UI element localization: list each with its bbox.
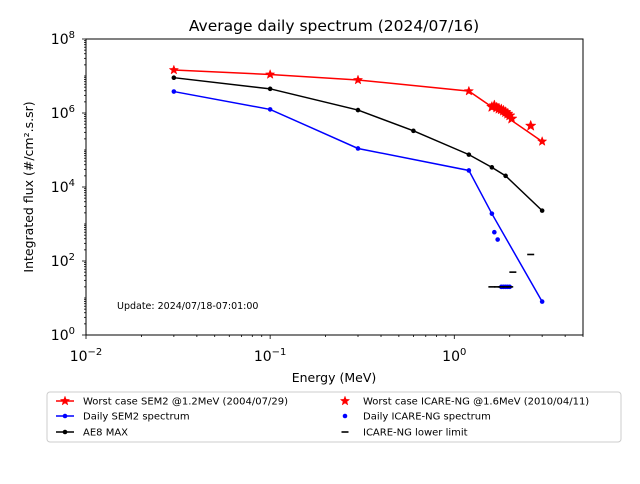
plot-area bbox=[85, 38, 584, 336]
series-layer bbox=[168, 64, 548, 304]
data-point bbox=[505, 112, 518, 124]
x-tick-label: 100 bbox=[442, 347, 466, 365]
legend-marker bbox=[342, 413, 348, 419]
data-point bbox=[492, 229, 497, 235]
chart-title: Average daily spectrum (2024/07/16) bbox=[189, 17, 479, 35]
x-axis-label: Energy (MeV) bbox=[292, 370, 377, 385]
data-point bbox=[355, 146, 361, 151]
series-line bbox=[173, 76, 543, 212]
data-point bbox=[168, 64, 180, 75]
update-annotation: Update: 2024/07/18-07:01:00 bbox=[117, 301, 258, 312]
data-point bbox=[539, 208, 545, 213]
legend: Worst case SEM2 @1.2MeV (2004/07/29) Dail… bbox=[46, 391, 622, 443]
x-tick-label: 10−1 bbox=[254, 347, 287, 365]
y-tick-label: 102 bbox=[51, 252, 75, 270]
data-point bbox=[489, 211, 495, 216]
legend-label: Worst case SEM2 @1.2MeV (2004/07/29) bbox=[83, 397, 288, 408]
plot-frame bbox=[85, 38, 584, 336]
y-axis-label: Integrated flux (#/cm².s.sr) bbox=[21, 101, 36, 272]
x-axis: 10−2 10−1 100 bbox=[70, 335, 584, 365]
data-point bbox=[411, 128, 416, 134]
series-4 bbox=[492, 229, 513, 290]
data-point bbox=[489, 165, 495, 170]
legend-marker bbox=[62, 413, 68, 419]
series-1 bbox=[171, 89, 545, 304]
data-point bbox=[267, 86, 273, 92]
data-point bbox=[524, 119, 537, 131]
data-point bbox=[264, 68, 276, 79]
data-point bbox=[267, 107, 273, 112]
data-point bbox=[536, 135, 548, 146]
legend-entry-2: AE8 MAX bbox=[56, 428, 128, 439]
data-point bbox=[171, 75, 177, 80]
legend-entry-5: ICARE-NG lower limit bbox=[341, 428, 468, 439]
y-tick-label: 104 bbox=[51, 178, 75, 196]
y-axis: 100 102 104 106 108 bbox=[51, 30, 86, 344]
legend-entry-4: Daily ICARE-NG spectrum bbox=[342, 412, 491, 423]
data-point bbox=[539, 299, 545, 304]
legend-label: ICARE-NG lower limit bbox=[363, 428, 468, 439]
y-tick-label: 108 bbox=[51, 30, 75, 48]
data-point bbox=[495, 237, 500, 242]
series-3 bbox=[485, 99, 537, 131]
legend-marker bbox=[62, 429, 68, 435]
series-2 bbox=[171, 75, 545, 213]
data-point bbox=[466, 152, 472, 157]
legend-label: Daily SEM2 spectrum bbox=[83, 412, 190, 423]
legend-marker bbox=[59, 395, 71, 406]
legend-label: Worst case ICARE-NG @1.6MeV (2010/04/11) bbox=[363, 397, 589, 408]
legend-entry-1: Daily SEM2 spectrum bbox=[56, 412, 190, 423]
data-point bbox=[466, 168, 472, 173]
data-point bbox=[503, 173, 508, 179]
legend-entry-0: Worst case SEM2 @1.2MeV (2004/07/29) bbox=[56, 395, 288, 408]
series-line bbox=[173, 90, 543, 302]
legend-entry-3: Worst case ICARE-NG @1.6MeV (2010/04/11) bbox=[339, 395, 589, 408]
legend-label: Daily ICARE-NG spectrum bbox=[363, 412, 491, 423]
data-point bbox=[171, 89, 177, 94]
data-point bbox=[463, 85, 475, 96]
legend-label: AE8 MAX bbox=[83, 428, 128, 439]
legend-frame bbox=[46, 391, 622, 443]
y-tick-label: 100 bbox=[51, 326, 75, 344]
x-tick-label: 10−2 bbox=[70, 347, 103, 365]
y-tick-label: 106 bbox=[51, 104, 75, 122]
legend-marker bbox=[339, 395, 351, 406]
series-5 bbox=[488, 253, 535, 288]
data-point bbox=[352, 74, 364, 85]
data-point bbox=[355, 107, 361, 113]
